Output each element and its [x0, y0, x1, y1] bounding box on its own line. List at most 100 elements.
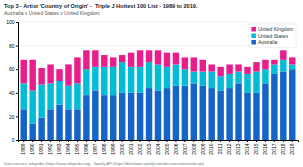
tick: 1991: [38, 140, 44, 155]
grid: [18, 22, 298, 140]
tick-label: 80: [9, 43, 15, 49]
tick: 2019: [289, 140, 295, 155]
tick-mark: [50, 140, 51, 142]
tick-label: 2012: [226, 143, 232, 154]
bar: [38, 85, 44, 118]
tick-mark: [16, 116, 18, 117]
bar: [119, 55, 125, 62]
legend-item: United States: [251, 33, 288, 39]
legend-swatch: [251, 34, 256, 39]
tick-label: 2008: [191, 143, 197, 154]
tick-mark: [283, 140, 284, 142]
series: [21, 60, 296, 124]
tick: 60: [9, 66, 18, 72]
tick-mark: [95, 140, 96, 142]
series: [21, 50, 296, 90]
legend-label: United States: [258, 33, 289, 39]
bar: [208, 64, 214, 71]
bar: [155, 64, 161, 90]
tick-mark: [158, 140, 159, 142]
tick: 2001: [128, 140, 134, 155]
tick-mark: [16, 93, 18, 94]
tick-label: 2016: [262, 143, 268, 154]
bar: [137, 93, 143, 140]
bar: [271, 74, 277, 140]
bar: [280, 50, 286, 59]
tick-label: 2009: [200, 143, 206, 154]
bar: [289, 64, 295, 69]
bar: [74, 83, 80, 109]
tick-mark: [140, 140, 141, 142]
bar: [271, 60, 277, 65]
bar: [164, 67, 170, 88]
title: Top 3 - Artist 'Country of Origin' - Tri…: [4, 3, 198, 9]
bar: [155, 50, 161, 64]
tick-mark: [59, 140, 60, 142]
tick-mark: [104, 140, 105, 142]
tick-mark: [122, 140, 123, 142]
bar: [128, 67, 134, 93]
bar: [244, 93, 250, 140]
bar: [235, 83, 241, 140]
bar: [262, 69, 268, 83]
tick-mark: [238, 140, 239, 142]
tick-label: 1993: [56, 143, 62, 154]
y-axis: 020406080100: [6, 19, 18, 143]
bar: [29, 90, 35, 123]
bar: [83, 69, 89, 95]
tick-mark: [86, 140, 87, 142]
bar: [226, 88, 232, 140]
tick-mark: [23, 140, 24, 142]
bar: [101, 95, 107, 140]
bar: [110, 57, 116, 66]
bar: [200, 60, 206, 72]
tick-mark: [175, 140, 176, 142]
bar: [74, 109, 80, 140]
tick-label: 2014: [244, 143, 250, 154]
tick: 0: [12, 137, 18, 143]
tick: 2016: [262, 140, 268, 155]
bar: [217, 67, 223, 76]
bar: [92, 90, 98, 140]
bars: [21, 50, 296, 140]
bar: [217, 76, 223, 90]
bar: [21, 83, 27, 109]
bar: [119, 62, 125, 93]
tick-label: 100: [6, 19, 15, 25]
tick: 2015: [253, 140, 259, 155]
bar: [289, 57, 295, 64]
tick-mark: [229, 140, 230, 142]
tick-label: 2019: [289, 143, 295, 154]
tick-label: 0: [12, 137, 15, 143]
bar: [208, 72, 214, 89]
legend-swatch: [251, 40, 256, 45]
tick-mark: [16, 46, 18, 47]
bar: [191, 57, 197, 71]
bar: [191, 72, 197, 84]
tick-mark: [16, 22, 18, 23]
tick-label: 1994: [65, 143, 71, 154]
bar: [21, 60, 27, 84]
bar: [92, 50, 98, 67]
tick: 2008: [191, 140, 197, 155]
tick-mark: [68, 140, 69, 142]
tick-mark: [274, 140, 275, 142]
grid-line: [18, 22, 298, 23]
tick: 100: [6, 19, 18, 25]
bar: [47, 109, 53, 140]
tick: 2013: [235, 140, 241, 155]
tick: 1993: [56, 140, 62, 155]
tick-mark: [256, 140, 257, 142]
bar: [253, 72, 259, 93]
tick-label: 2010: [208, 143, 214, 154]
bar: [146, 62, 152, 88]
bar: [128, 53, 134, 67]
bar: [155, 90, 161, 140]
tick: 2007: [182, 140, 188, 155]
bar: [226, 64, 232, 73]
legend-item: Australia: [251, 39, 277, 45]
tick-label: 1992: [47, 143, 53, 154]
tick-mark: [166, 140, 167, 142]
tick-label: 40: [9, 90, 15, 96]
bar: [182, 86, 188, 140]
